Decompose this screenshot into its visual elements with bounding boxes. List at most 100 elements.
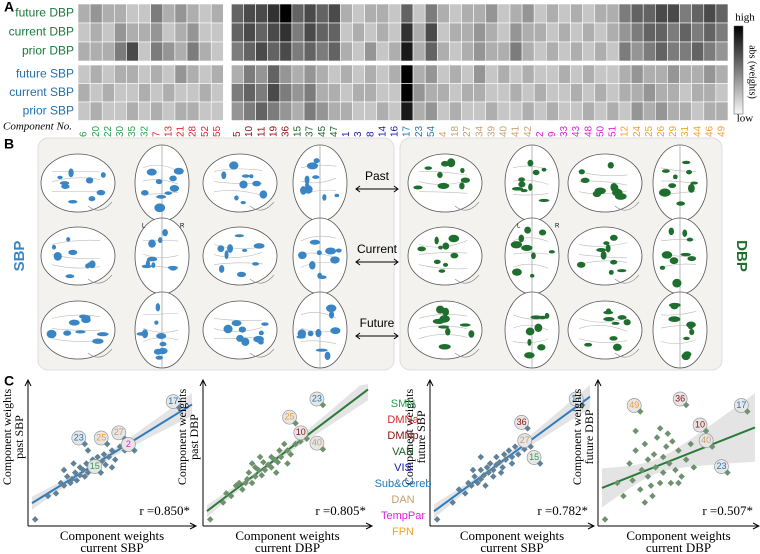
- heat-cell: [412, 41, 426, 62]
- activation: [538, 346, 544, 350]
- heat-cell: [473, 41, 487, 62]
- heat-cell: [101, 3, 115, 24]
- activation: [521, 244, 533, 252]
- brain-outline: [40, 153, 116, 213]
- point: [647, 482, 655, 489]
- heat-cell: [114, 64, 127, 84]
- activation: [518, 177, 525, 182]
- heat-cell: [340, 41, 353, 62]
- brain-icon: [517, 433, 533, 448]
- sulcus: [579, 338, 628, 343]
- heat-cell: [473, 3, 487, 24]
- heat-cell: [327, 101, 341, 121]
- activation: [688, 183, 695, 193]
- heat-cell: [243, 101, 256, 121]
- activation: [460, 167, 465, 174]
- heat-cell: [497, 3, 511, 24]
- brain-icon: [111, 425, 127, 441]
- cerebellum: [87, 274, 113, 284]
- component-label: 33: [559, 125, 570, 137]
- heat-cell: [231, 22, 244, 43]
- activation: [141, 264, 152, 269]
- heat-cell: [303, 83, 317, 103]
- point: [536, 460, 544, 467]
- heat-cell: [691, 83, 705, 103]
- heat-cell: [243, 83, 256, 103]
- heat-cell: [436, 83, 450, 103]
- heat-cell: [546, 83, 559, 103]
- point-label: 23: [716, 461, 726, 471]
- heat-cell: [558, 101, 571, 121]
- heat-cell: [114, 83, 127, 103]
- point: [629, 477, 636, 484]
- heat-cell: [114, 101, 127, 121]
- point: [656, 479, 664, 487]
- activation: [605, 244, 611, 253]
- brain-icon: [282, 409, 297, 425]
- sulcus: [301, 340, 337, 344]
- sulcus: [579, 325, 628, 332]
- heat-cell: [267, 64, 281, 84]
- activation: [223, 324, 233, 334]
- heat-cell: [594, 83, 608, 103]
- activation: [261, 322, 269, 326]
- heat-cell: [279, 83, 293, 103]
- heat-cell: [667, 3, 680, 24]
- heat-cell: [162, 64, 176, 84]
- activation: [325, 304, 337, 313]
- cerebellum: [614, 201, 640, 211]
- heat-cell: [267, 83, 281, 103]
- brain-icon: [121, 437, 136, 452]
- heat-cell: [521, 64, 535, 84]
- activation: [236, 334, 244, 342]
- row-label: current DBP: [9, 25, 74, 39]
- point: [319, 445, 327, 453]
- x-axis-label: current DBP: [646, 540, 711, 554]
- sulcus: [419, 264, 468, 270]
- heat-cell: [303, 22, 317, 43]
- activation: [682, 229, 688, 237]
- y-axis-label: future DBP: [582, 409, 596, 464]
- component-label: 1: [341, 131, 352, 137]
- heat-cell: [388, 64, 402, 84]
- activation: [611, 321, 620, 325]
- heat-cell: [376, 101, 390, 121]
- heat-cell: [521, 41, 535, 62]
- y-axis-label: past DBP: [187, 414, 201, 460]
- heat-cell: [655, 101, 668, 121]
- colorbar-low: low: [737, 113, 754, 125]
- point: [511, 443, 519, 450]
- activation: [164, 191, 173, 195]
- heat-cell: [594, 101, 608, 121]
- y-axis-label: Component weights: [0, 389, 14, 486]
- hemisphere-label: R: [555, 224, 560, 230]
- heat-cell: [582, 64, 596, 84]
- activation: [155, 355, 164, 360]
- point: [682, 401, 690, 409]
- heat-cell: [642, 64, 656, 84]
- fit-line: [601, 426, 756, 489]
- sulcus: [214, 168, 263, 172]
- activation: [68, 249, 78, 255]
- heat-cell: [594, 41, 608, 62]
- heat-cell: [667, 101, 680, 121]
- point: [638, 466, 646, 474]
- heat-cell: [667, 83, 680, 103]
- activation: [169, 175, 177, 182]
- heat-cell: [412, 83, 426, 103]
- heat-cell: [77, 22, 91, 43]
- heat-cell: [594, 22, 608, 43]
- sulcus: [419, 191, 468, 194]
- heat-cell: [594, 64, 608, 84]
- cerebellum: [454, 201, 480, 211]
- component-label: 29: [668, 125, 679, 137]
- activation: [531, 252, 536, 260]
- heat-cell: [715, 83, 729, 103]
- heat-cell: [150, 64, 164, 84]
- heat-cell: [400, 101, 414, 121]
- activation: [309, 239, 321, 245]
- point: [620, 492, 627, 500]
- heat-cell: [473, 83, 487, 103]
- legend-entry: VIS: [394, 462, 412, 474]
- heat-cell: [138, 22, 151, 43]
